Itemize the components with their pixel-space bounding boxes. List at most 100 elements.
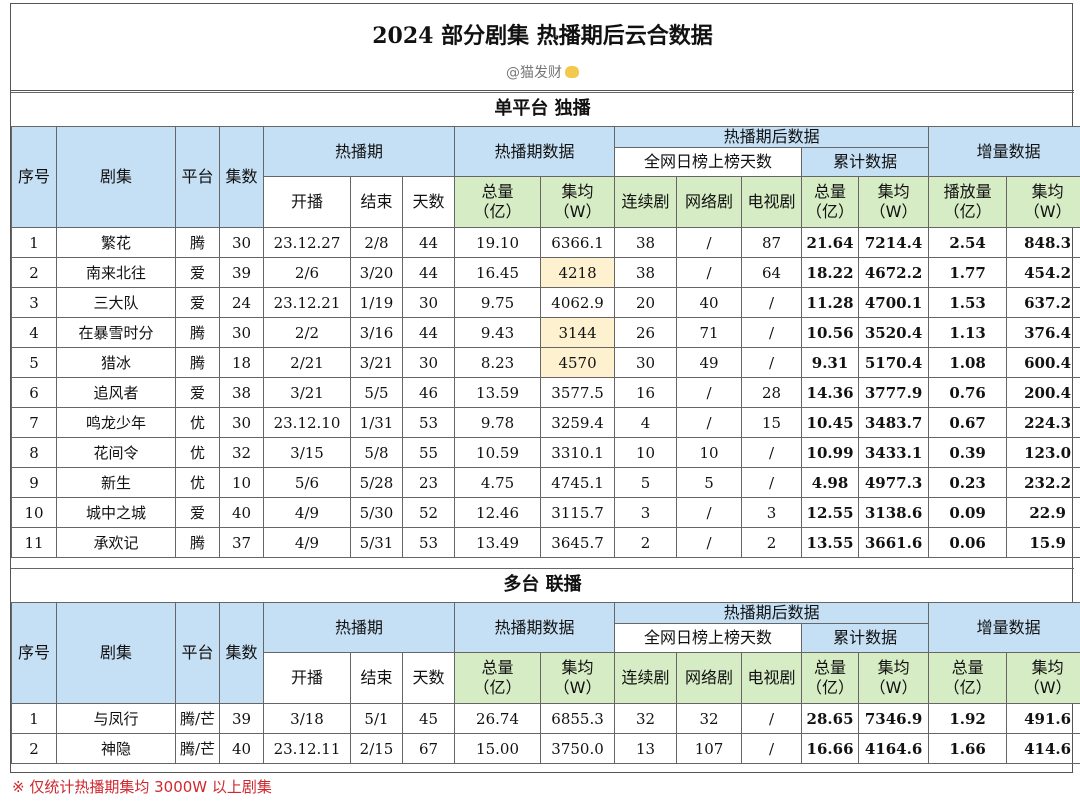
tv-days: 2 bbox=[741, 527, 803, 558]
header-days: 天数 bbox=[401, 652, 456, 704]
header-inc-total: 总量 （亿） bbox=[928, 652, 1008, 704]
hot-total: 13.59 bbox=[454, 377, 542, 408]
series-days: 20 bbox=[614, 287, 678, 318]
header-end: 结束 bbox=[350, 652, 403, 704]
web-days: 10 bbox=[676, 437, 743, 468]
table-row: 2 南来北往爱 39 2/6 3/20 44 16.45 4218 38/64 18.22 4672… bbox=[11, 257, 1080, 288]
hot-total: 4.75 bbox=[454, 467, 542, 498]
header-hot-data: 热播期数据 bbox=[454, 126, 616, 177]
hot-avg: 6366.1 bbox=[540, 227, 616, 258]
start-date: 4/9 bbox=[263, 527, 351, 558]
header-inc-avg: 集均 （W） bbox=[1006, 176, 1080, 228]
hot-total: 13.49 bbox=[454, 527, 542, 558]
web-days: / bbox=[676, 527, 743, 558]
end-date: 5/28 bbox=[350, 467, 403, 498]
series-days: 38 bbox=[614, 257, 678, 288]
tv-days: / bbox=[741, 467, 803, 498]
drama-name: 在暴雪时分 bbox=[56, 317, 176, 348]
days: 45 bbox=[401, 703, 456, 734]
days: 55 bbox=[401, 437, 456, 468]
episodes: 24 bbox=[219, 287, 264, 318]
row-number: 4 bbox=[11, 317, 57, 348]
hot-avg: 3577.5 bbox=[540, 377, 616, 408]
cum-total: 10.45 bbox=[801, 407, 860, 438]
section-title: 多台 联播 bbox=[503, 574, 582, 595]
series-days: 2 bbox=[614, 527, 678, 558]
series-days: 10 bbox=[614, 437, 678, 468]
cum-total: 14.36 bbox=[801, 377, 860, 408]
row-number: 3 bbox=[11, 287, 57, 318]
cum-avg: 3520.4 bbox=[858, 317, 930, 348]
hot-total: 26.74 bbox=[454, 703, 542, 734]
header-no: 序号 bbox=[11, 602, 57, 704]
header-episodes: 集数 bbox=[219, 126, 264, 228]
header-post-data: 热播期后数据 bbox=[614, 602, 930, 624]
inc-total: 0.67 bbox=[928, 407, 1008, 438]
series-days: 30 bbox=[614, 347, 678, 378]
cum-avg: 3777.9 bbox=[858, 377, 930, 408]
episodes: 40 bbox=[219, 497, 264, 528]
web-days: 40 bbox=[676, 287, 743, 318]
hot-total: 19.10 bbox=[454, 227, 542, 258]
tv-days: / bbox=[741, 437, 803, 468]
table-row: 9 新生优 10 5/6 5/28 23 4.75 4745.1 5 5/4.98 4977.3 0.… bbox=[11, 467, 1080, 498]
hot-total: 16.45 bbox=[454, 257, 542, 288]
header-chart-days: 全网日榜上榜天数 bbox=[614, 147, 803, 177]
end-date: 3/21 bbox=[350, 347, 403, 378]
tv-days: / bbox=[741, 317, 803, 348]
cum-total: 12.55 bbox=[801, 497, 860, 528]
hot-total: 10.59 bbox=[454, 437, 542, 468]
web-days: / bbox=[676, 377, 743, 408]
platform: 腾/芒 bbox=[175, 703, 220, 734]
row-number: 6 bbox=[11, 377, 57, 408]
inc-avg: 414.6 bbox=[1006, 733, 1080, 764]
days: 67 bbox=[401, 733, 456, 764]
header-series: 连续剧 bbox=[614, 176, 678, 228]
platform: 腾 bbox=[175, 227, 220, 258]
start-date: 23.12.10 bbox=[263, 407, 351, 438]
cum-total: 11.28 bbox=[801, 287, 860, 318]
row-number: 1 bbox=[11, 227, 57, 258]
hot-avg: 3144 bbox=[540, 317, 616, 348]
page-title: 2024 部分剧集 热播期后云合数据 bbox=[372, 23, 713, 49]
header-hot-avg: 集均 （W） bbox=[540, 652, 616, 704]
inc-avg: 15.9 bbox=[1006, 527, 1080, 558]
series-days: 4 bbox=[614, 407, 678, 438]
cum-total: 18.22 bbox=[801, 257, 860, 288]
row-number: 5 bbox=[11, 347, 57, 378]
inc-avg: 848.3 bbox=[1006, 227, 1080, 258]
hot-avg: 6855.3 bbox=[540, 703, 616, 734]
header-hot-total: 总量 （亿） bbox=[454, 176, 542, 228]
hot-avg: 4570 bbox=[540, 347, 616, 378]
platform: 爱 bbox=[175, 257, 220, 288]
inc-avg: 376.4 bbox=[1006, 317, 1080, 348]
inc-avg: 200.4 bbox=[1006, 377, 1080, 408]
hot-avg: 3310.1 bbox=[540, 437, 616, 468]
header-tv: 电视剧 bbox=[741, 176, 803, 228]
end-date: 5/8 bbox=[350, 437, 403, 468]
hot-total: 15.00 bbox=[454, 733, 542, 764]
header-episodes: 集数 bbox=[219, 602, 264, 704]
drama-name: 猎冰 bbox=[56, 347, 176, 378]
start-date: 4/9 bbox=[263, 497, 351, 528]
inc-avg: 491.6 bbox=[1006, 703, 1080, 734]
tv-days: / bbox=[741, 287, 803, 318]
hot-avg: 4745.1 bbox=[540, 467, 616, 498]
end-date: 1/31 bbox=[350, 407, 403, 438]
footnote: ※ 仅统计热播期集均 3000W 以上剧集 bbox=[12, 778, 272, 796]
drama-name: 花间令 bbox=[56, 437, 176, 468]
episodes: 39 bbox=[219, 703, 264, 734]
end-date: 2/8 bbox=[350, 227, 403, 258]
inc-avg: 637.2 bbox=[1006, 287, 1080, 318]
table-row: 10 城中之城爱 40 4/9 5/30 52 12.46 3115.7 3/3 12.55 313… bbox=[11, 497, 1080, 528]
inc-total: 0.23 bbox=[928, 467, 1008, 498]
inc-total: 1.66 bbox=[928, 733, 1008, 764]
end-date: 5/1 bbox=[350, 703, 403, 734]
platform: 腾/芒 bbox=[175, 733, 220, 764]
start-date: 5/6 bbox=[263, 467, 351, 498]
start-date: 23.12.11 bbox=[263, 733, 351, 764]
cum-avg: 3483.7 bbox=[858, 407, 930, 438]
header-cum-avg: 集均 （W） bbox=[858, 176, 930, 228]
header-cumulative: 累计数据 bbox=[801, 147, 930, 177]
